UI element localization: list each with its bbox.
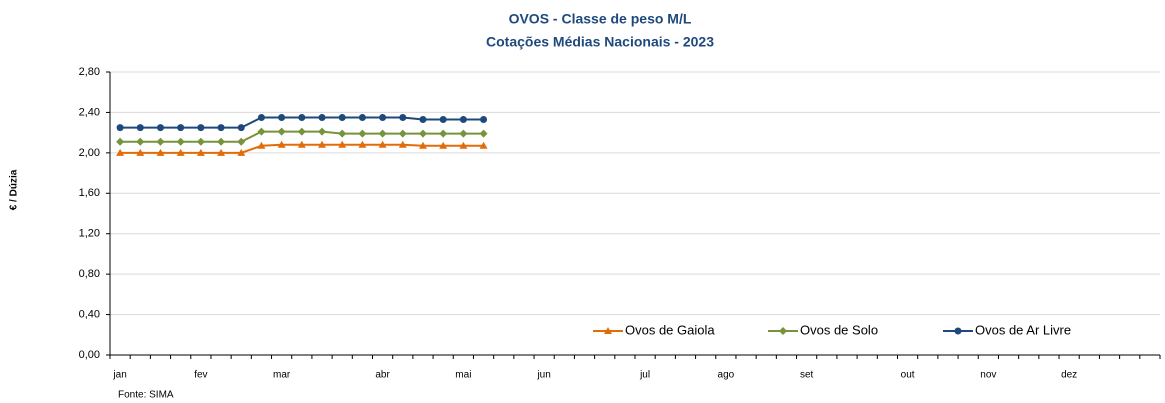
data-point — [136, 148, 145, 156]
chart-title: OVOS - Classe de peso M/L — [509, 11, 692, 27]
data-point — [176, 148, 185, 156]
legend-marker — [604, 327, 612, 334]
data-point — [418, 129, 427, 138]
data-point — [257, 141, 266, 149]
data-point — [318, 113, 326, 121]
y-tick-label: 2,40 — [79, 106, 100, 118]
data-point — [479, 129, 488, 138]
data-point — [136, 124, 144, 132]
data-point — [237, 137, 246, 146]
data-point — [318, 127, 327, 136]
data-point — [277, 140, 286, 148]
data-point — [237, 124, 245, 132]
data-point — [358, 129, 367, 138]
data-point — [197, 124, 205, 132]
data-point — [459, 116, 467, 124]
x-tick-label: dez — [1061, 370, 1077, 381]
data-point — [338, 140, 347, 148]
data-point — [156, 137, 165, 146]
data-point — [257, 113, 265, 121]
data-point — [257, 127, 266, 136]
data-point — [439, 129, 448, 138]
data-point — [156, 124, 164, 132]
data-point — [379, 113, 387, 121]
data-point — [277, 127, 286, 136]
x-tick-label: jul — [639, 370, 650, 381]
x-tick-label: nov — [980, 370, 996, 381]
data-point — [398, 140, 407, 148]
data-point — [418, 141, 427, 149]
data-point — [177, 124, 185, 132]
x-tick-label: abr — [375, 370, 390, 381]
data-point — [459, 141, 468, 149]
data-point — [439, 141, 448, 149]
y-tick-label: 1,20 — [79, 228, 100, 240]
x-tick-label: out — [901, 370, 915, 381]
data-point — [297, 140, 306, 148]
data-point — [338, 113, 346, 121]
data-point — [136, 137, 145, 146]
legend-marker — [779, 327, 787, 335]
data-point — [338, 129, 347, 138]
data-point — [176, 137, 185, 146]
source-note: Fonte: SIMA — [118, 390, 174, 401]
x-tick-label: jan — [112, 370, 126, 381]
data-point — [398, 129, 407, 138]
y-tick-label: 0,00 — [79, 349, 100, 361]
data-point — [298, 113, 306, 121]
data-point — [116, 124, 124, 132]
x-tick-label: fev — [194, 370, 207, 381]
x-tick-label: set — [800, 370, 814, 381]
y-tick-label: 2,00 — [79, 147, 100, 159]
data-point — [156, 148, 165, 156]
data-point — [196, 148, 205, 156]
y-tick-label: 2,80 — [79, 66, 100, 78]
x-tick-label: mai — [455, 370, 471, 381]
y-axis-label: € / Dúzia — [9, 169, 20, 210]
data-point — [399, 113, 407, 121]
data-point — [217, 137, 226, 146]
data-point — [217, 124, 225, 132]
data-point — [419, 116, 427, 124]
data-point — [116, 148, 125, 156]
chart-subtitle: Cotações Médias Nacionais - 2023 — [486, 34, 714, 50]
data-point — [378, 140, 387, 148]
data-point — [480, 116, 488, 124]
x-tick-label: ago — [718, 370, 735, 381]
legend-label: Ovos de Gaiola — [625, 322, 715, 337]
data-point — [479, 141, 488, 149]
legend-label: Ovos de Ar Livre — [975, 322, 1071, 337]
legend-marker — [954, 327, 962, 335]
y-tick-label: 1,60 — [79, 187, 100, 199]
data-point — [318, 140, 327, 148]
x-tick-label: jun — [536, 370, 550, 381]
data-point — [196, 137, 205, 146]
data-point — [378, 129, 387, 138]
legend-label: Ovos de Solo — [800, 322, 878, 337]
data-point — [237, 148, 246, 156]
data-point — [297, 127, 306, 136]
y-tick-label: 0,80 — [79, 268, 100, 280]
data-point — [278, 113, 286, 121]
data-point — [358, 140, 367, 148]
data-point — [358, 113, 366, 121]
data-point — [116, 137, 125, 146]
data-point — [459, 129, 468, 138]
y-tick-label: 0,40 — [79, 308, 100, 320]
data-point — [439, 116, 447, 124]
data-point — [217, 148, 226, 156]
x-tick-label: mar — [273, 370, 291, 381]
